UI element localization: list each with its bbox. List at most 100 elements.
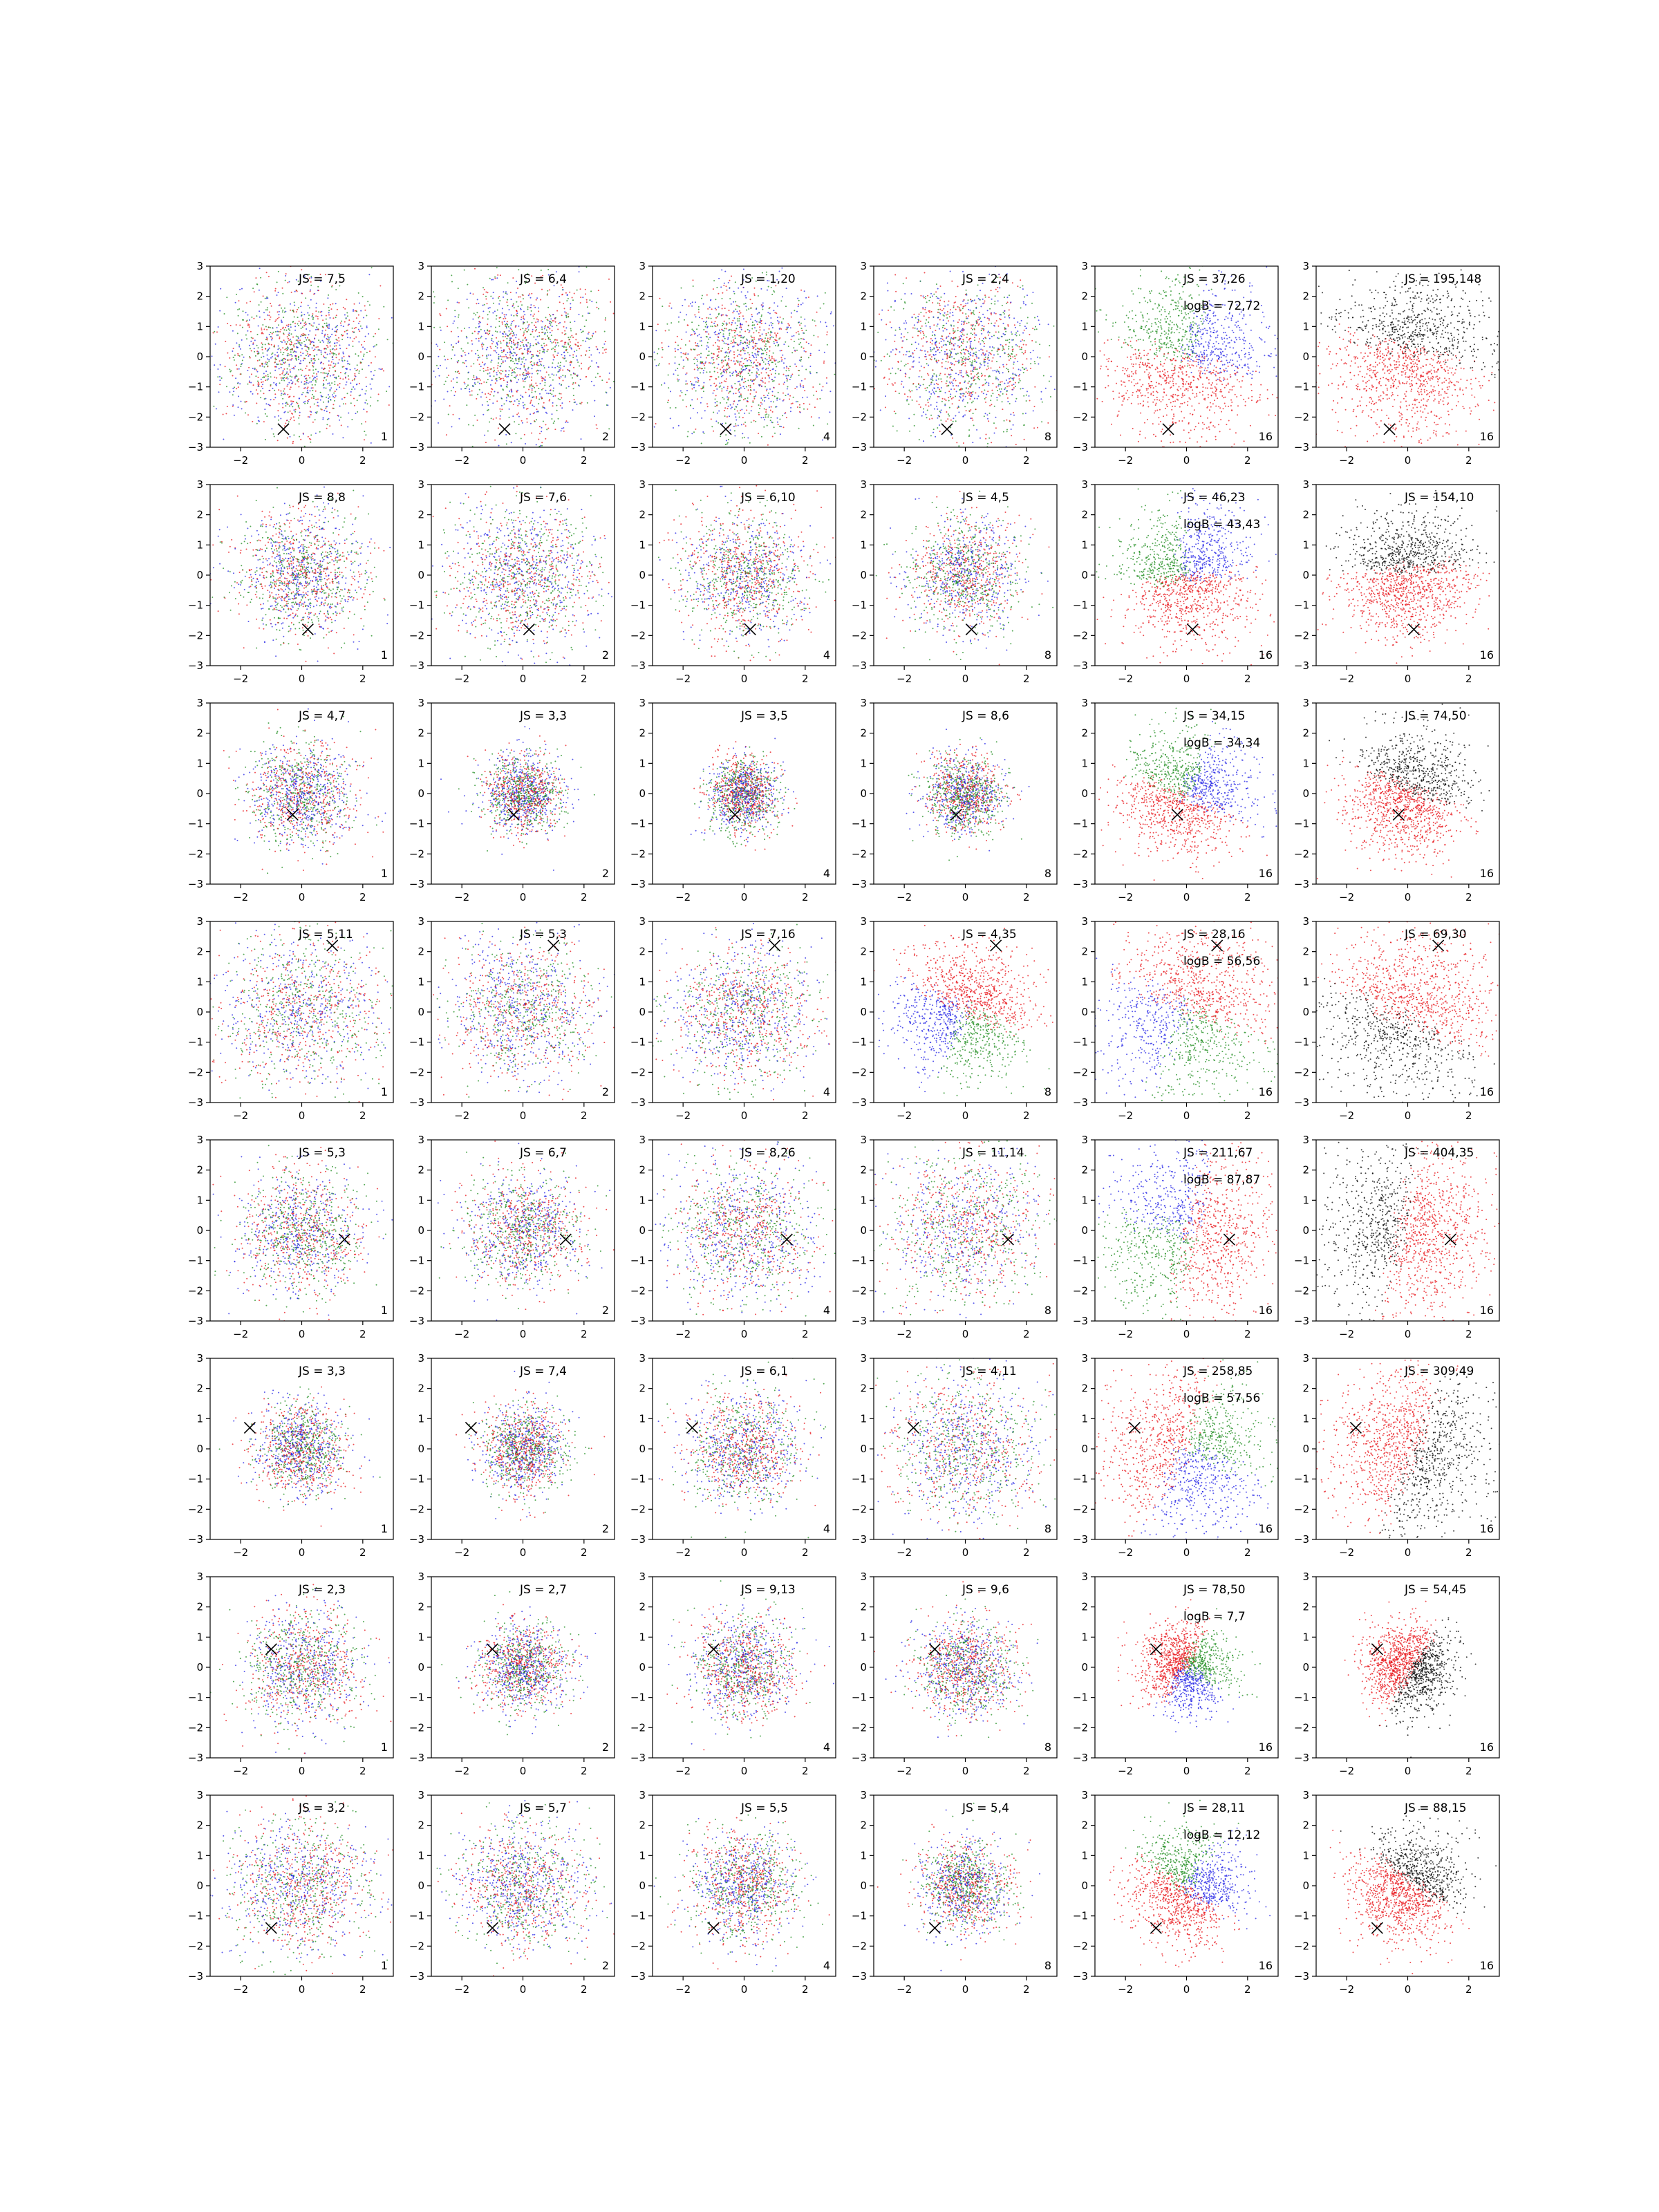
scatter-point bbox=[691, 384, 693, 386]
scatter-point bbox=[232, 375, 234, 377]
scatter-point bbox=[563, 380, 564, 382]
scatter-point bbox=[830, 313, 832, 315]
scatter-point bbox=[984, 294, 986, 296]
scatter-point bbox=[267, 366, 268, 367]
scatter-point bbox=[751, 422, 752, 423]
scatter-point bbox=[800, 317, 802, 318]
scatter-point bbox=[803, 482, 805, 484]
scatter-point bbox=[313, 322, 315, 324]
scatter-point bbox=[821, 390, 823, 391]
scatter-point bbox=[657, 353, 658, 355]
scatter-point bbox=[325, 330, 326, 331]
scatter-point bbox=[760, 329, 761, 330]
scatter-point bbox=[361, 423, 362, 424]
scatter-point bbox=[564, 341, 565, 343]
scatter-point bbox=[606, 352, 607, 353]
scatter-point bbox=[748, 389, 749, 391]
scatter-point bbox=[566, 300, 568, 301]
scatter-point bbox=[581, 438, 582, 440]
scatter-point bbox=[988, 297, 990, 298]
scatter-point bbox=[315, 254, 316, 255]
scatter-point bbox=[500, 411, 501, 412]
scatter-point bbox=[305, 337, 306, 339]
scatter-point bbox=[353, 310, 354, 312]
scatter-point bbox=[757, 362, 758, 364]
scatter-point bbox=[330, 304, 331, 306]
scatter-point bbox=[711, 321, 713, 323]
scatter-point bbox=[309, 377, 310, 379]
scatter-point bbox=[350, 382, 351, 384]
scatter-point bbox=[1019, 346, 1020, 348]
scatter-point bbox=[734, 383, 735, 384]
scatter-point bbox=[547, 307, 549, 308]
scatter-point bbox=[738, 400, 740, 402]
scatter-point bbox=[771, 356, 773, 357]
scatter-point bbox=[543, 421, 544, 422]
scatter-point bbox=[345, 403, 346, 404]
scatter-point bbox=[485, 370, 487, 371]
scatter-point bbox=[630, 346, 632, 348]
scatter-point bbox=[324, 410, 325, 411]
scatter-point bbox=[724, 321, 725, 322]
scatter-point bbox=[262, 324, 263, 326]
scatter-point bbox=[737, 350, 738, 351]
scatter-point bbox=[950, 337, 952, 339]
scatter-point bbox=[280, 341, 281, 342]
scatter-point bbox=[692, 301, 693, 303]
scatter-point bbox=[364, 393, 366, 395]
scatter-point bbox=[707, 308, 709, 310]
scatter-point bbox=[580, 345, 581, 346]
scatter-point bbox=[824, 352, 825, 353]
scatter-point bbox=[552, 342, 553, 344]
scatter-point bbox=[725, 444, 727, 445]
scatter-point bbox=[489, 465, 490, 466]
y-tick-label: 0 bbox=[418, 350, 424, 363]
scatter-point bbox=[258, 420, 259, 422]
scatter-point bbox=[962, 328, 964, 330]
scatter-point bbox=[749, 359, 750, 361]
scatter-point bbox=[737, 334, 738, 335]
scatter-point bbox=[739, 263, 740, 265]
scatter-point bbox=[749, 354, 750, 355]
scatter-point bbox=[481, 336, 482, 337]
scatter-point bbox=[299, 412, 301, 413]
scatter-point bbox=[738, 354, 740, 355]
scatter-point bbox=[675, 348, 676, 350]
scatter-point bbox=[291, 376, 292, 377]
scatter-point bbox=[983, 393, 984, 394]
scatter-point bbox=[302, 319, 303, 320]
scatter-point bbox=[753, 348, 754, 349]
scatter-point bbox=[442, 262, 443, 263]
scatter-point bbox=[362, 296, 364, 297]
axes-frame bbox=[431, 266, 615, 447]
scatter-points bbox=[390, 227, 646, 497]
scatter-point bbox=[257, 381, 259, 382]
scatter-point bbox=[288, 353, 289, 355]
scatter-point bbox=[257, 371, 259, 373]
scatter-point bbox=[553, 320, 554, 321]
scatter-point bbox=[684, 319, 685, 321]
scatter-point bbox=[973, 310, 975, 312]
scatter-point bbox=[988, 318, 990, 319]
scatter-point bbox=[553, 422, 554, 424]
scatter-point bbox=[541, 445, 543, 447]
scatter-point bbox=[344, 356, 345, 357]
scatter-point bbox=[930, 341, 931, 343]
scatter-point bbox=[924, 388, 926, 389]
scatter-point bbox=[724, 407, 726, 409]
scatter-point bbox=[801, 328, 803, 329]
scatter-point bbox=[336, 326, 337, 328]
scatter-point bbox=[286, 373, 288, 374]
scatter-point bbox=[272, 333, 273, 335]
scatter-point bbox=[1032, 292, 1033, 293]
scatter-point bbox=[246, 321, 247, 322]
scatter-point bbox=[892, 368, 893, 369]
scatter-point bbox=[718, 346, 720, 348]
scatter-point bbox=[315, 307, 317, 308]
scatter-point bbox=[695, 342, 696, 344]
scatter-point bbox=[340, 372, 341, 373]
scatter-point bbox=[843, 339, 844, 341]
scatter-point bbox=[500, 366, 501, 367]
scatter-point bbox=[364, 402, 366, 404]
scatter-point bbox=[187, 299, 189, 300]
